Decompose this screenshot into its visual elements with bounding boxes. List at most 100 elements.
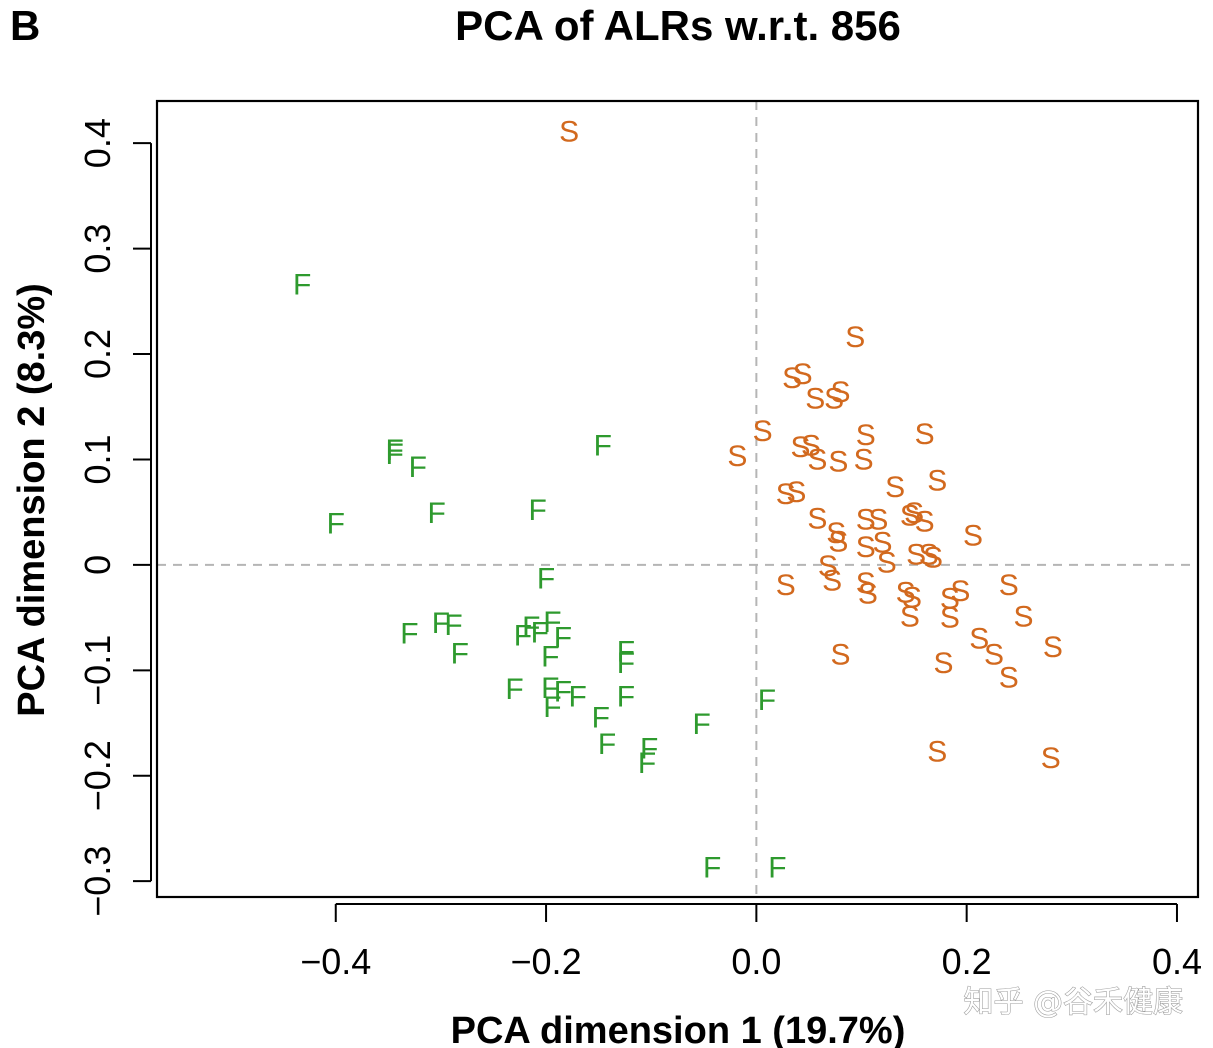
x-axis: −0.4 −0.2 0.0 0.2 0.4 [300, 903, 1202, 982]
point-s: S [934, 647, 954, 680]
point-f: F [451, 637, 469, 670]
point-f: F [385, 438, 403, 471]
point-s: S [1013, 601, 1033, 634]
point-s: S [791, 431, 811, 464]
point-f: F [617, 681, 635, 714]
point-s: S [927, 735, 947, 768]
point-f: F [758, 684, 776, 717]
point-f: F [598, 728, 616, 761]
point-f: F [594, 430, 612, 463]
point-s: S [856, 531, 876, 564]
point-s: S [830, 638, 850, 671]
point-f: F [554, 675, 572, 708]
point-f: F [522, 611, 540, 644]
point-s: S [927, 464, 947, 497]
point-f: F [541, 672, 559, 705]
point-f: F [409, 451, 427, 484]
point-f: F [528, 494, 546, 527]
watermark: 知乎 @谷禾健康 [963, 985, 1183, 1020]
point-s: S [868, 504, 888, 537]
point-s: S [818, 550, 838, 583]
point-s: S [900, 601, 920, 634]
point-s: S [776, 569, 796, 602]
x-axis-title: PCA dimension 1 (19.7%) [451, 1010, 906, 1048]
point-s: S [902, 582, 922, 615]
point-s: S [963, 519, 983, 552]
point-f: F [554, 622, 572, 655]
x-tick-label: −0.2 [511, 941, 582, 982]
y-tick-label: 0 [77, 555, 118, 575]
point-s: S [826, 517, 846, 550]
point-s: S [801, 430, 821, 463]
point-s: S [896, 576, 916, 609]
point-f: F [444, 609, 462, 642]
point-s: S [999, 569, 1019, 602]
point-s: S [559, 116, 579, 149]
point-f: F [514, 619, 532, 652]
point-s: S [915, 506, 935, 539]
point-s: S [885, 471, 905, 504]
point-s: S [940, 583, 960, 616]
y-tick-label: −0.2 [77, 740, 118, 811]
point-s: S [805, 382, 825, 415]
point-f: F [568, 681, 586, 714]
y-tick-label: 0.3 [77, 224, 118, 274]
point-s: S [858, 577, 878, 610]
point-f: F [327, 508, 345, 541]
point-s: S [824, 382, 844, 415]
point-s: S [776, 478, 796, 511]
point-f: F [293, 268, 311, 301]
point-s: S [923, 541, 943, 574]
x-tick-label: 0.0 [731, 941, 781, 982]
point-f: F [703, 851, 721, 884]
point-f: F [432, 607, 450, 640]
point-s: S [822, 565, 842, 598]
y-tick-label: 0.4 [77, 118, 118, 168]
point-s: S [727, 440, 747, 473]
point-s: S [999, 662, 1019, 695]
point-s: S [877, 547, 897, 580]
point-f: F [541, 641, 559, 674]
point-f: F [617, 635, 635, 668]
chart-title: PCA of ALRs w.r.t. 856 [455, 2, 901, 49]
point-f: F [537, 563, 555, 596]
point-s: S [753, 415, 773, 448]
point-f: F [592, 702, 610, 735]
point-s: S [830, 376, 850, 409]
point-s: S [856, 504, 876, 537]
y-tick-label: 0.2 [77, 329, 118, 379]
point-s: S [873, 527, 893, 560]
point-s: S [786, 476, 806, 509]
plot-frame [155, 99, 1200, 899]
point-s: S [828, 526, 848, 559]
point-f: F [543, 606, 561, 639]
x-tick-label: 0.2 [942, 941, 992, 982]
point-s: S [807, 443, 827, 476]
point-s: S [854, 443, 874, 476]
y-tick-label: −0.1 [77, 635, 118, 706]
point-s: S [793, 358, 813, 391]
y-tick-label: 0.1 [77, 434, 118, 484]
point-f: F [638, 747, 656, 780]
point-s: S [906, 538, 926, 571]
point-f: F [531, 616, 549, 649]
y-axis: −0.3 −0.2 −0.1 0 0.1 0.2 0.3 0.4 [77, 118, 152, 917]
point-f: F [428, 497, 446, 530]
point-f: F [505, 673, 523, 706]
x-tick-label: 0.4 [1152, 941, 1202, 982]
point-s: S [856, 567, 876, 600]
point-s: S [856, 419, 876, 452]
point-f: F [543, 691, 561, 724]
point-s: S [950, 575, 970, 608]
point-f: F [640, 732, 658, 765]
point-s: S [807, 502, 827, 535]
point-s: S [969, 623, 989, 656]
panel-label: B [10, 2, 40, 49]
point-s: S [915, 418, 935, 451]
point-s: S [904, 497, 924, 530]
point-f: F [768, 851, 786, 884]
point-f: F [385, 434, 403, 467]
point-f: F [400, 617, 418, 650]
point-s: S [845, 321, 865, 354]
